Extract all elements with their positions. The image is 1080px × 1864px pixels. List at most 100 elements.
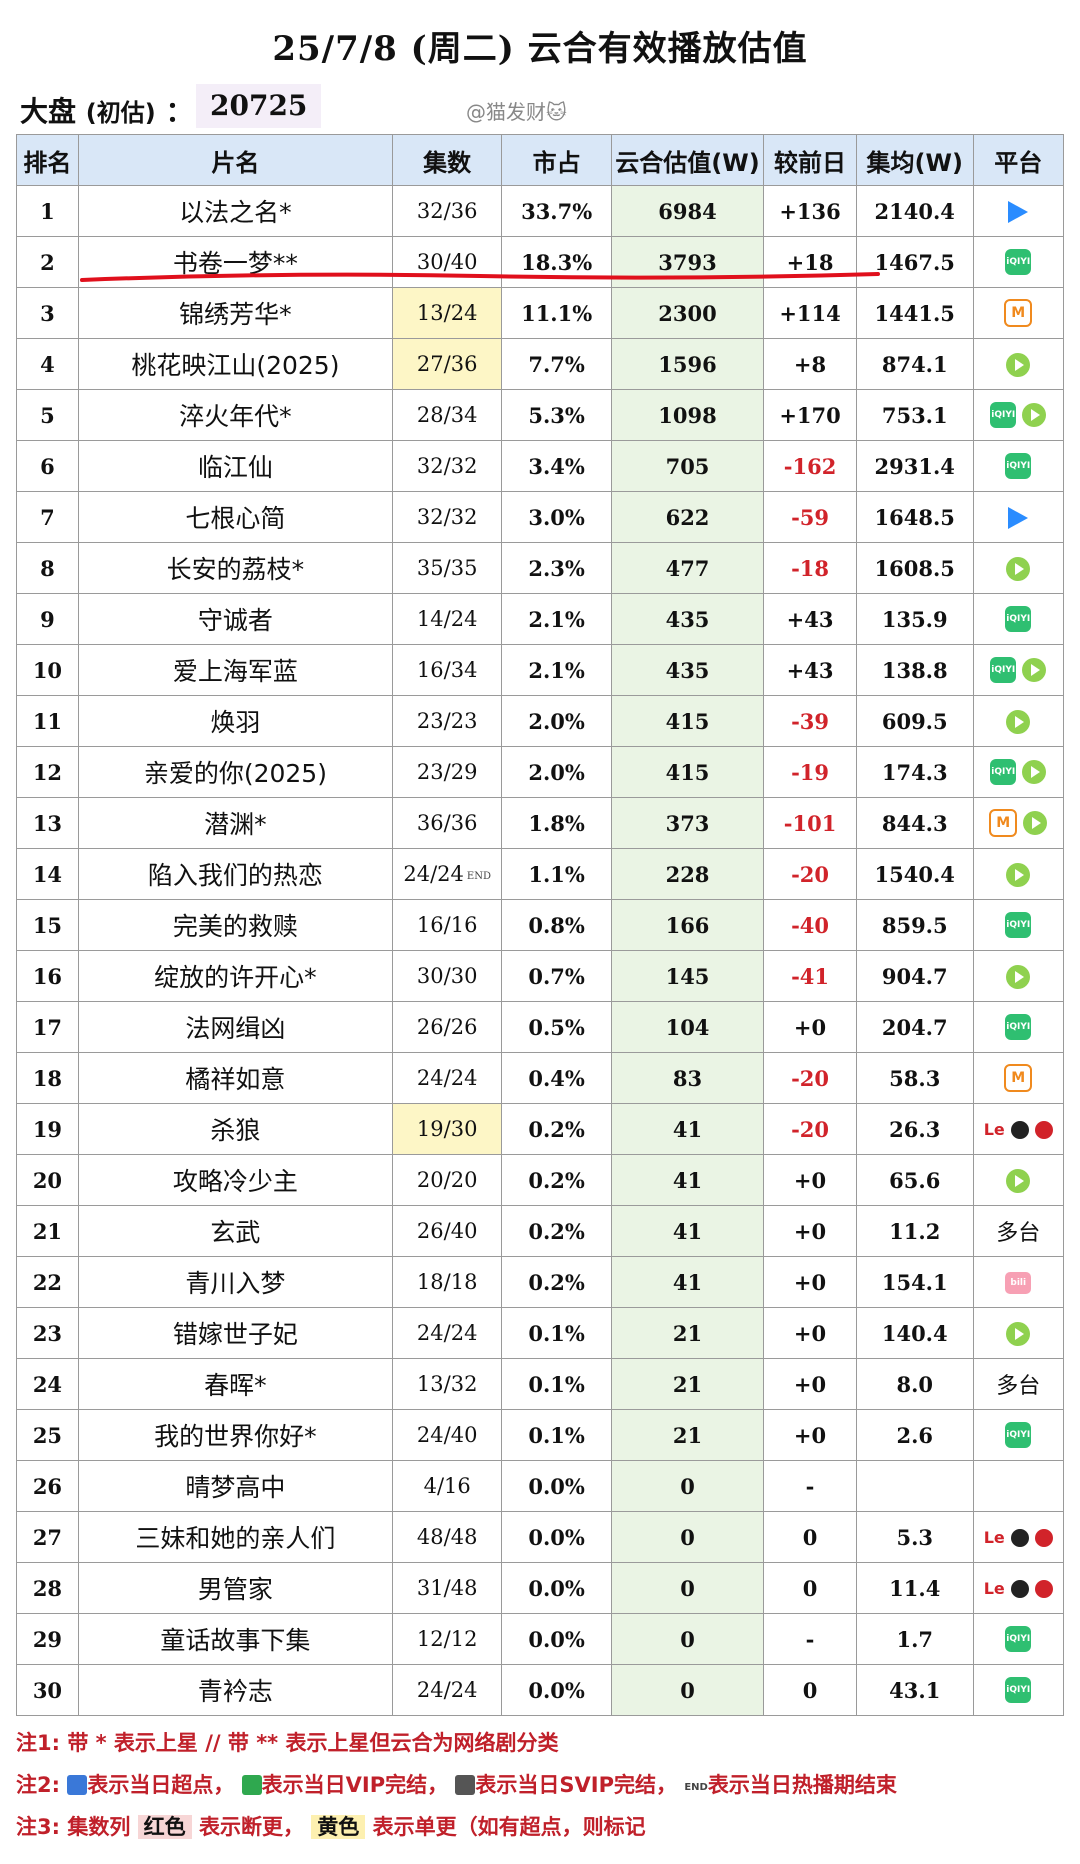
platform-cell: Le	[972, 1103, 1065, 1155]
estimate-cell: 1098	[610, 389, 765, 441]
share-cell: 2.3%	[501, 542, 612, 594]
rank-cell: 1	[16, 185, 79, 237]
ranking-table: 排名 片名 集数 市占 云合估值(W) 较前日 集均(W) 平台 1 以法之名* 32/36 33.…	[16, 134, 1065, 1716]
episodes-cell-text: 30/40	[416, 250, 478, 274]
estimate-cell-text: 2300	[658, 300, 717, 326]
episodes-cell-text: 27/36	[416, 352, 478, 376]
average-cell-text: 58.3	[889, 1065, 941, 1091]
episodes-cell-text: 24/24	[416, 1066, 478, 1090]
table-row: 8 长安的荔枝* 35/35 2.3% 477 -18 1608.5	[16, 542, 1065, 594]
episodes-cell: 26/40	[391, 1205, 503, 1257]
title-cell-text: 我的世界你好*	[154, 1422, 317, 1451]
column-header: 平台	[972, 134, 1065, 186]
play-circle-icon	[1010, 1120, 1029, 1139]
diff-cell-text: -20	[791, 861, 830, 887]
estimate-cell: 6984	[610, 185, 765, 237]
episodes-cell: 26/26	[391, 1001, 503, 1053]
estimate-cell: 21	[610, 1307, 765, 1359]
table-row: 21 玄武 26/40 0.2% 41 +0 11.2 多台	[16, 1205, 1065, 1257]
episodes-cell: 12/12	[391, 1613, 503, 1665]
diff-cell-text: +0	[793, 1269, 827, 1295]
share-cell-text: 2.1%	[528, 657, 585, 683]
platform-cell	[972, 185, 1065, 237]
iqiyi-icon: iQIYI	[1005, 1677, 1032, 1703]
average-cell-text: 1467.5	[874, 249, 955, 275]
share-cell-text: 0.2%	[528, 1167, 585, 1193]
episodes-cell-text: 48/48	[416, 1525, 478, 1549]
average-cell: 8.0	[855, 1358, 974, 1410]
average-cell-text: 138.8	[881, 657, 948, 683]
title-cell-text: 玄武	[210, 1218, 261, 1247]
estimate-cell-text: 145	[665, 963, 710, 989]
episodes-cell: 4/16	[391, 1460, 503, 1512]
table-row: 26 晴梦高中 4/16 0.0% 0 -	[16, 1460, 1065, 1512]
table-body: 1 以法之名* 32/36 33.7% 6984 +136 2140.4 2 书卷一梦** 30/…	[16, 185, 1065, 1716]
platform-cell: Le	[972, 1511, 1065, 1563]
episodes-cell-text: 20/20	[416, 1168, 478, 1192]
diff-cell-text: -	[805, 1473, 815, 1499]
tencent-video-icon	[1006, 1321, 1031, 1346]
share-cell: 11.1%	[501, 287, 612, 339]
title-cell-text: 杀狼	[210, 1116, 261, 1145]
diff-cell: -101	[763, 797, 857, 849]
table-row: 25 我的世界你好* 24/40 0.1% 21 +0 2.6 iQIYI	[16, 1409, 1065, 1461]
average-cell: 5.3	[855, 1511, 974, 1563]
episodes-cell-text: 35/35	[416, 556, 478, 580]
episodes-cell: 32/36	[391, 185, 503, 237]
rank-cell-text: 11	[32, 708, 63, 734]
rank-cell: 7	[16, 491, 79, 543]
tencent-video-icon	[1023, 811, 1048, 835]
share-cell: 2.0%	[501, 695, 612, 747]
share-cell-text: 2.0%	[528, 759, 585, 785]
share-cell: 0.8%	[501, 899, 612, 951]
table-row: 14 陷入我们的热恋 24/24 END 1.1% 228 -20 1540.4	[16, 848, 1065, 900]
share-cell: 2.1%	[501, 644, 612, 696]
rank-cell-text: 13	[32, 810, 63, 836]
title-cell: 守诚者	[77, 593, 393, 645]
episodes-cell-text: 19/30	[416, 1117, 478, 1141]
notes-section: 注1: 带 * 表示上星 // 带 ** 表示上星但云合为网络剧分类 注2: 表…	[16, 1722, 1064, 1848]
diff-cell-text: 0	[802, 1677, 818, 1703]
column-header: 集均(W)	[855, 134, 974, 186]
platform-cell	[972, 950, 1065, 1002]
title-cell: 焕羽	[77, 695, 393, 747]
title-cell: 淬火年代*	[77, 389, 393, 441]
title-cell: 我的世界你好*	[77, 1409, 393, 1461]
table-row: 10 爱上海军蓝 16/34 2.1% 435 +43 138.8 iQIYI	[16, 644, 1065, 696]
average-cell: 43.1	[855, 1664, 974, 1716]
average-cell: 140.4	[855, 1307, 974, 1359]
episodes-cell-text: 24/24	[416, 1321, 478, 1345]
episodes-cell-text: 32/36	[416, 199, 478, 223]
iqiyi-icon: iQIYI	[1005, 1626, 1032, 1652]
table-row: 29 童话故事下集 12/12 0.0% 0 - 1.7 iQIYI	[16, 1613, 1065, 1665]
iqiyi-icon: iQIYI	[990, 657, 1017, 683]
letv-icon: Le	[983, 1579, 1005, 1598]
rank-cell: 21	[16, 1205, 79, 1257]
estimate-cell: 145	[610, 950, 765, 1002]
platform-cell: 多台	[972, 1205, 1065, 1257]
estimate-cell: 3793	[610, 236, 765, 288]
diff-cell-text: +0	[793, 1320, 827, 1346]
rank-cell: 28	[16, 1562, 79, 1614]
estimate-cell-text: 21	[672, 1422, 703, 1448]
episodes-cell-text: 12/12	[416, 1627, 478, 1651]
diff-cell: +8	[763, 338, 857, 390]
estimate-cell: 0	[610, 1613, 765, 1665]
diff-cell: +18	[763, 236, 857, 288]
estimate-cell: 228	[610, 848, 765, 900]
share-cell: 0.7%	[501, 950, 612, 1002]
bilibili-icon: bili	[1005, 1271, 1032, 1294]
rank-cell: 10	[16, 644, 79, 696]
share-cell: 5.3%	[501, 389, 612, 441]
average-cell-text: 1648.5	[874, 504, 955, 530]
title-cell: 玄武	[77, 1205, 393, 1257]
mango-tv-icon: M	[1004, 1064, 1033, 1092]
platform-cell: iQIYI	[972, 236, 1065, 288]
title-cell: 亲爱的你(2025)	[77, 746, 393, 798]
rank-cell-text: 16	[32, 963, 63, 989]
note-1: 注1: 带 * 表示上星 // 带 ** 表示上星但云合为网络剧分类	[16, 1731, 559, 1755]
diff-cell: 0	[763, 1664, 857, 1716]
table-row: 1 以法之名* 32/36 33.7% 6984 +136 2140.4	[16, 185, 1065, 237]
tencent-video-icon	[1006, 556, 1031, 581]
estimate-cell: 435	[610, 644, 765, 696]
